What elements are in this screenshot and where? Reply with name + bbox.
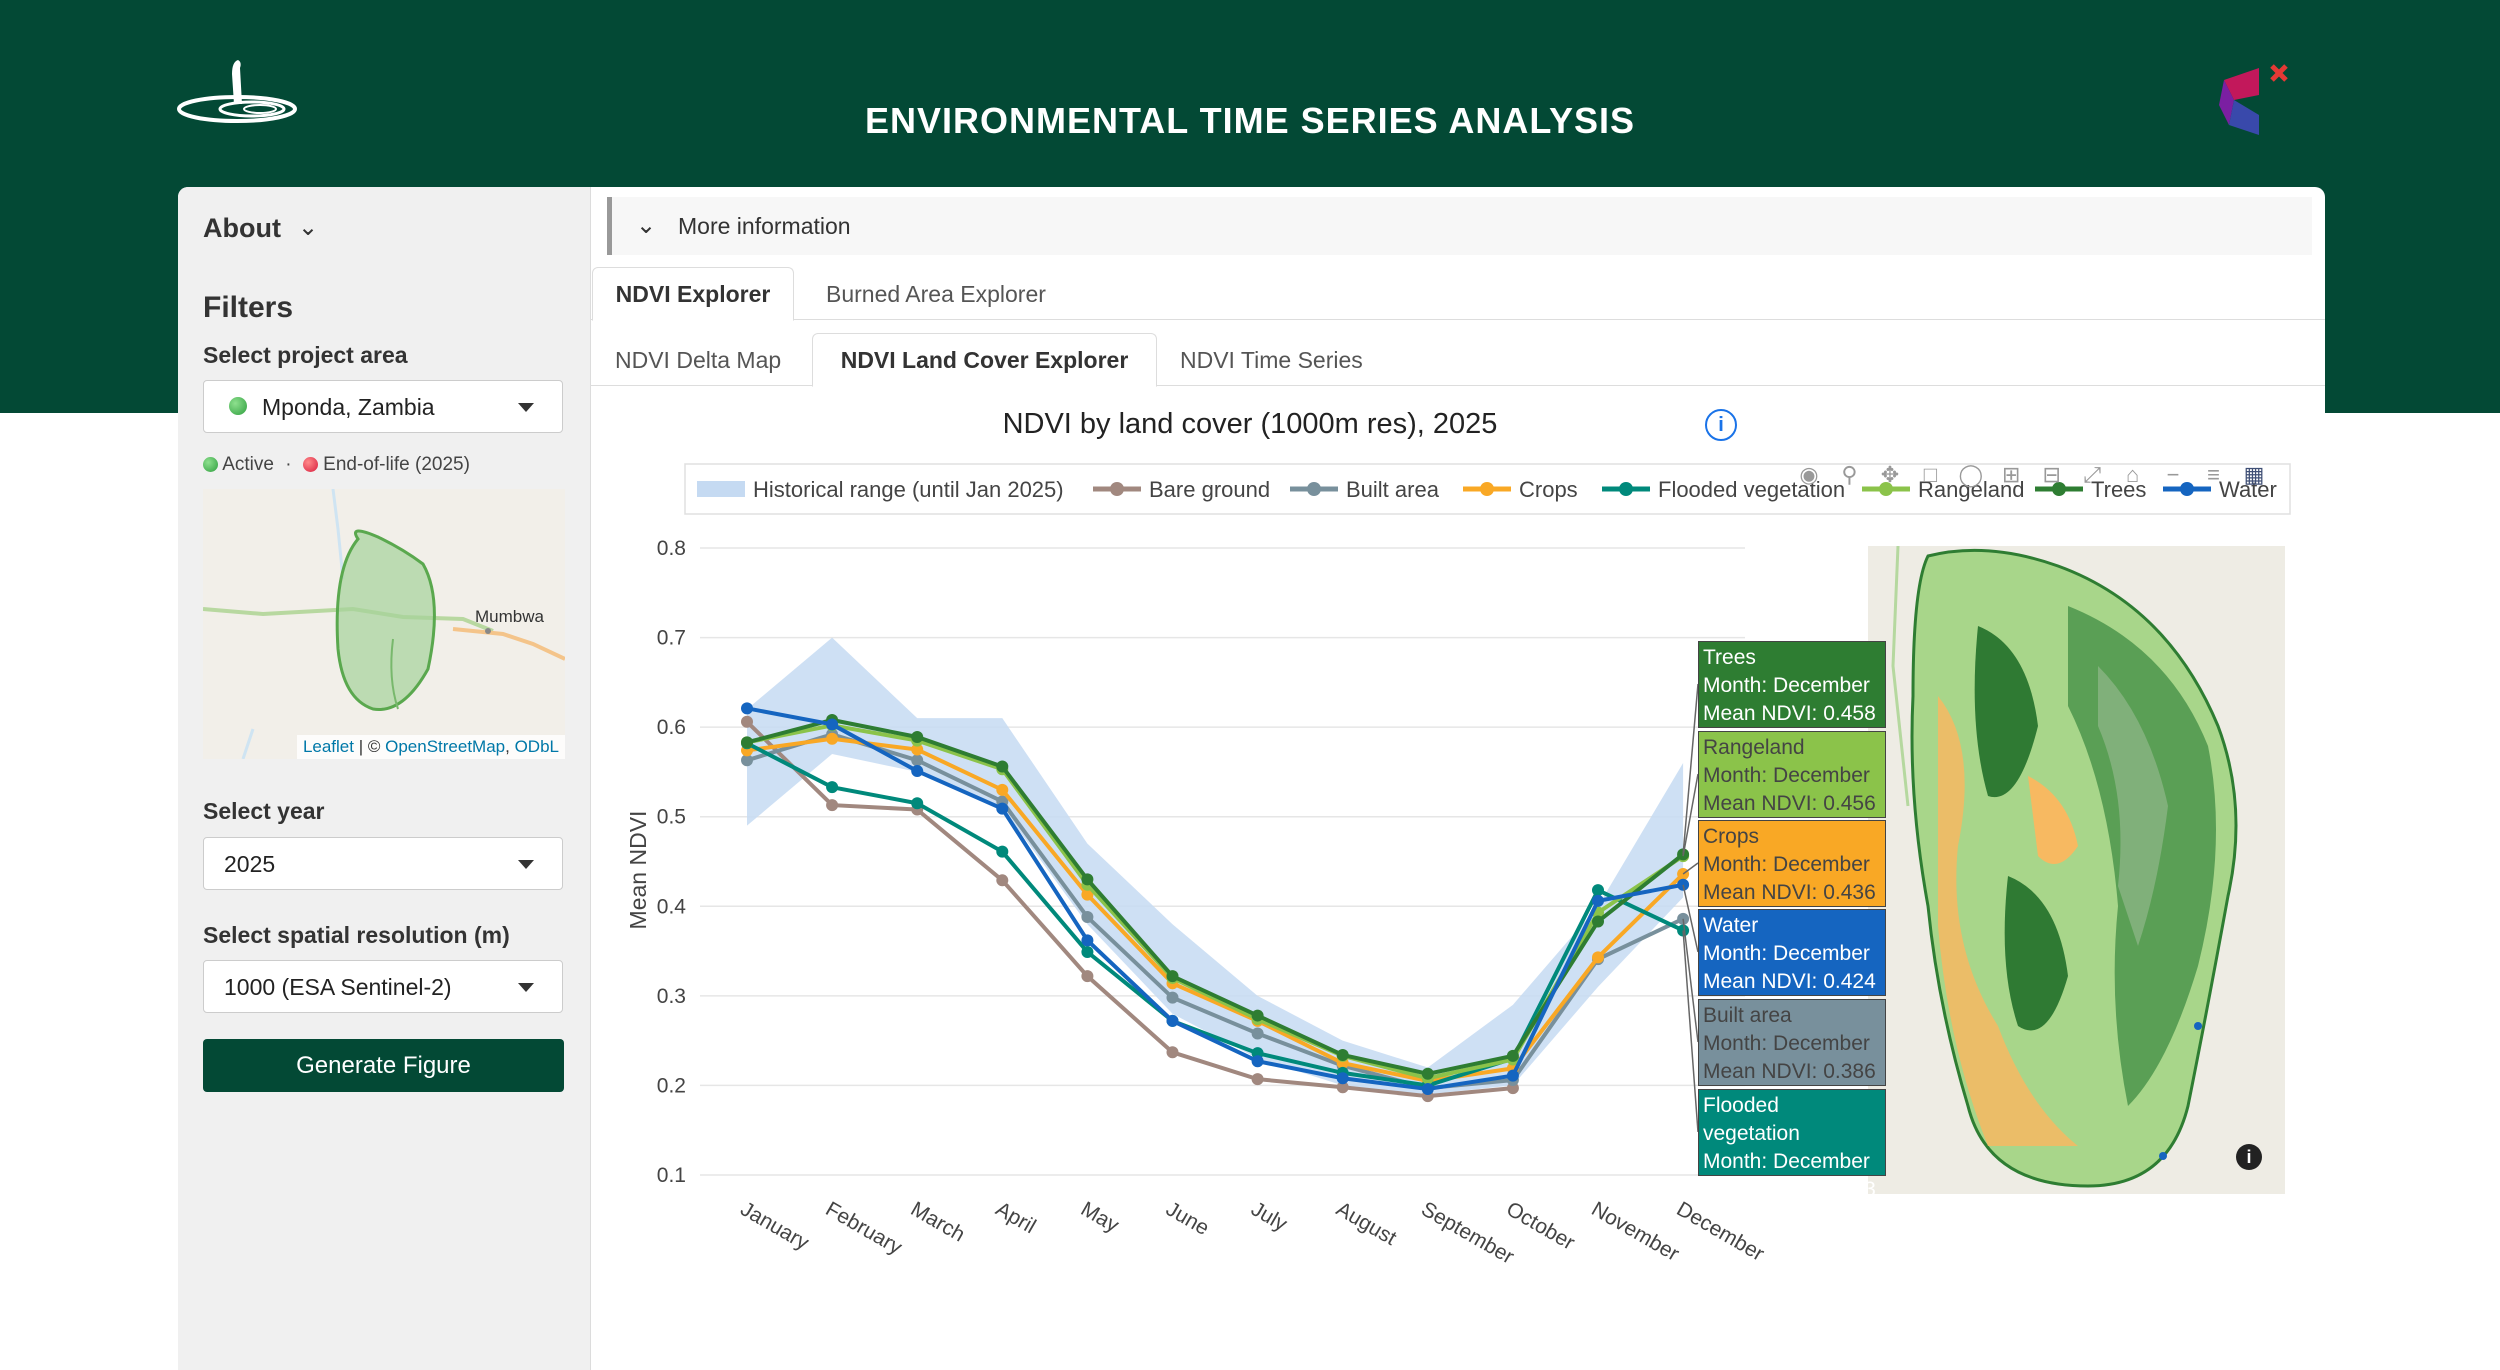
- generate-figure-button[interactable]: Generate Figure: [203, 1039, 564, 1092]
- status-eol-label: End-of-life (2025): [323, 454, 470, 475]
- year-select[interactable]: 2025: [203, 837, 563, 890]
- tooltip-value: Mean NDVI: 0.386: [1703, 1060, 1876, 1083]
- filters-heading: Filters: [203, 291, 294, 324]
- lasso-icon[interactable]: ◯: [1958, 462, 1984, 487]
- tooltip-name: Trees: [1703, 646, 1756, 669]
- chart-title: NDVI by land cover (1000m res), 2025: [1002, 408, 1498, 440]
- tooltip-month: Month: December: [1703, 764, 1870, 787]
- project-area-value: Mponda, Zambia: [262, 394, 435, 420]
- tooltip-value: Mean NDVI: 0.424: [1703, 970, 1876, 993]
- hover-tooltip: Rangeland Month: December Mean NDVI: 0.456: [1698, 731, 1886, 818]
- sidebar: About ⌄ Filters Select project area Mpon…: [178, 187, 591, 1370]
- map-info-icon[interactable]: i: [2236, 1144, 2262, 1170]
- chevron-down-icon[interactable]: ⌄: [298, 214, 319, 241]
- sub-tabs: NDVI Delta Map NDVI Land Cover Explorer …: [590, 333, 2325, 387]
- leaflet-link[interactable]: Leaflet: [302, 737, 354, 756]
- main-area: ⌄ More information NDVI Explorer Burned …: [590, 187, 2325, 1370]
- year-value: 2025: [224, 851, 276, 877]
- zoom-out-icon[interactable]: ⊟: [2042, 462, 2061, 487]
- tooltip-value: Mean NDVI: 0.458: [1703, 702, 1876, 725]
- active-dot-icon: [203, 457, 218, 473]
- caret-down-icon: [518, 403, 534, 412]
- caret-down-icon: [518, 983, 534, 992]
- year-label: Select year: [203, 798, 325, 824]
- project-minimap[interactable]: Mumbwa Leaflet | © OpenStreetMap, ODbL: [203, 489, 565, 759]
- spike-lines-icon[interactable]: −: [2166, 462, 2180, 487]
- eol-dot-icon: [302, 457, 318, 473]
- tooltip-month: Month: December: [1703, 942, 1870, 965]
- tab-ndvi-land-cover-explorer[interactable]: NDVI Land Cover Explorer: [812, 333, 1157, 387]
- brand-logo-icon: [2219, 64, 2288, 135]
- tooltip-name: Built area: [1703, 1004, 1792, 1027]
- chart-modebar: ◉ ⚲ ✥ □ ◯ ⊞ ⊟ ⤢ ⌂ − ≡ ▦: [1796, 462, 2277, 492]
- tab-ndvi-explorer[interactable]: NDVI Explorer: [592, 267, 794, 321]
- more-information-label: More information: [678, 213, 851, 239]
- autoscale-icon[interactable]: ⤢: [2083, 462, 2101, 487]
- main-tabs: NDVI Explorer Burned Area Explorer: [590, 267, 2325, 321]
- status-separator: ·: [285, 454, 292, 475]
- tooltip-value: Mean NDVI: 0.436: [1703, 881, 1876, 904]
- reset-axes-icon[interactable]: ⌂: [2125, 462, 2140, 487]
- minimap-canvas: [203, 489, 565, 759]
- about-toggle[interactable]: About: [203, 213, 281, 243]
- tooltip-month: Month: December: [1703, 853, 1870, 876]
- tooltip-value: Mean NDVI: 0.373: [1703, 1178, 1876, 1201]
- tooltip-name: Rangeland: [1703, 736, 1805, 759]
- more-information-expander[interactable]: ⌄ More information: [607, 197, 2312, 255]
- app-title: ENVIRONMENTAL TIME SERIES ANALYSIS: [864, 100, 1636, 141]
- resolution-select[interactable]: 1000 (ESA Sentinel-2): [203, 960, 563, 1013]
- camera-icon[interactable]: ◉: [1799, 462, 1819, 487]
- hover-tooltip: Trees Month: December Mean NDVI: 0.458: [1698, 641, 1886, 728]
- pan-icon[interactable]: ✥: [1880, 462, 1900, 487]
- zoom-in-icon[interactable]: ⊞: [2002, 462, 2021, 487]
- land-cover-map-canvas: [1891, 546, 2238, 1188]
- hover-tooltip: Crops Month: December Mean NDVI: 0.436: [1698, 820, 1886, 907]
- tooltip-name: Crops: [1703, 825, 1760, 848]
- active-status-dot: [229, 397, 247, 415]
- resolution-value: 1000 (ESA Sentinel-2): [224, 974, 452, 1000]
- tooltip-value: Mean NDVI: 0.456: [1703, 792, 1876, 815]
- status-active-label: Active: [222, 454, 274, 475]
- land-cover-map[interactable]: [1868, 546, 2285, 1194]
- status-legend: Active · End-of-life (2025): [203, 454, 470, 476]
- tooltip-name: Water: [1703, 914, 1759, 937]
- tooltip-month: Month: December: [1703, 1032, 1870, 1055]
- chevron-down-icon: ⌄: [636, 212, 657, 239]
- plotly-logo-icon[interactable]: ▦: [2243, 462, 2265, 487]
- hover-tooltip: Built area Month: December Mean NDVI: 0.38…: [1698, 999, 1886, 1086]
- compare-hover-icon[interactable]: ≡: [2207, 462, 2220, 487]
- box-select-icon[interactable]: □: [1923, 462, 1937, 487]
- map-attribution: Leaflet | © OpenStreetMap, ODbL: [296, 735, 565, 759]
- attribution-comma: ,: [505, 737, 515, 756]
- hover-tooltip: Flooded vegetation Month: December Mean ND…: [1698, 1089, 1886, 1201]
- caret-down-icon: [518, 860, 534, 869]
- tab-ndvi-delta-map[interactable]: NDVI Delta Map: [615, 347, 782, 373]
- minimap-place-label: Mumbwa: [475, 607, 544, 626]
- zoom-icon[interactable]: ⚲: [1841, 462, 1858, 487]
- meerkat-logo-icon: [177, 60, 297, 123]
- tooltip-month: Month: December: [1703, 674, 1870, 697]
- tab-ndvi-time-series[interactable]: NDVI Time Series: [1180, 347, 1363, 373]
- info-icon[interactable]: i: [1705, 409, 1737, 441]
- odbl-link[interactable]: ODbL: [514, 737, 559, 756]
- tab-burned-area-explorer[interactable]: Burned Area Explorer: [826, 281, 1046, 307]
- hover-tooltip: Water Month: December Mean NDVI: 0.424: [1698, 909, 1886, 996]
- resolution-label: Select spatial resolution (m): [203, 922, 510, 948]
- project-area-select[interactable]: Mponda, Zambia: [203, 380, 563, 433]
- project-area-label: Select project area: [203, 342, 408, 368]
- tooltip-name: Flooded vegetation: [1703, 1094, 1800, 1145]
- osm-link[interactable]: OpenStreetMap: [385, 737, 506, 756]
- tooltip-month: Month: December: [1703, 1150, 1870, 1173]
- attribution-sep: | ©: [353, 737, 386, 756]
